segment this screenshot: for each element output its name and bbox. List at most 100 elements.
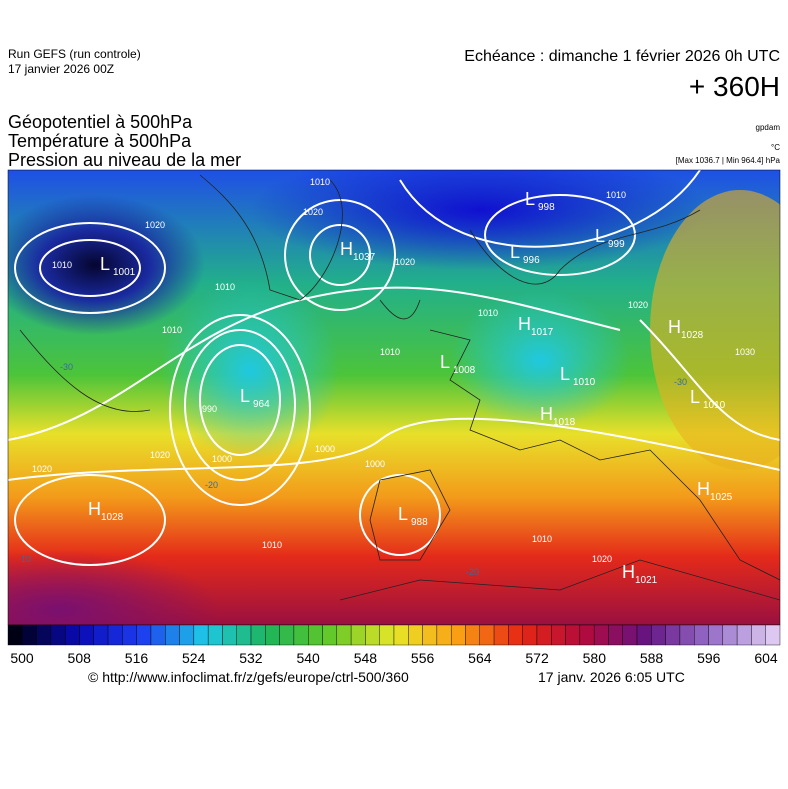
center-value: 1025 [710,492,733,503]
isobar-label: 1020 [145,220,165,230]
colorbar-cell [79,624,94,646]
colorbar-cell [593,624,609,646]
center-value: 1021 [635,575,658,586]
colorbar-cell [622,624,638,646]
colorbar-label: 540 [296,650,320,666]
pressure-center: L 1001 [100,254,136,278]
temperature-label: -10 [18,554,31,564]
colorbar-cell [422,624,438,646]
colorbar-cell [665,624,681,646]
run-date: 17 janvier 2026 00Z [8,62,114,76]
pressure-center: H 1028 [668,317,704,341]
colorbar-label: 532 [239,650,263,666]
colorbar-cell [179,624,195,646]
colorbar-cell [694,624,709,646]
lead-time: + 360H [689,71,780,102]
colorbar-cell [193,624,209,646]
unit: gpdam [756,123,781,132]
unit: °C [771,143,780,152]
colorbar-cell [222,624,237,646]
colorbar-cell [36,624,52,646]
temperature-label: -30 [674,377,687,387]
center-value: 1008 [453,365,476,376]
colorbar-label: 564 [468,650,492,666]
extremes: [Max 1036.7 | Min 964.4] hPa [676,156,781,165]
colorbar-cell [207,624,223,646]
colorbar-cell [465,624,480,646]
center-kind: H [622,562,635,582]
pressure-center: L 1010 [560,364,596,388]
colorbar-cell [579,624,595,646]
colorbar-cell [408,624,423,646]
field-name: Pression au niveau de la mer [8,150,241,170]
generated: 17 janv. 2026 6:05 UTC [538,669,685,685]
colorbar-label: 500 [10,650,34,666]
colorbar-cell [279,624,295,646]
center-value: 999 [608,239,625,250]
isobar-label: 1020 [592,554,612,564]
center-kind: L [440,352,450,372]
colorbar-cell [50,624,66,646]
colorbar-label: 580 [583,650,607,666]
center-kind: L [240,386,250,406]
colorbar-cell [393,624,409,646]
center-kind: H [540,404,553,424]
isobar-label: 1000 [212,454,232,464]
colorbar-label: 588 [640,650,664,666]
colorbar-cell [308,624,323,646]
colorbar-cell [751,624,766,646]
center-kind: H [697,479,710,499]
isobar-label: 990 [202,404,217,414]
colorbar-cell [722,624,738,646]
colorbar-cell [365,624,380,646]
coastlines [19,174,780,601]
isobar-label: 1010 [162,325,182,335]
colorbar-cell [64,624,80,646]
isobar-label: 1010 [532,534,552,544]
pressure-center: L 999 [595,226,625,250]
center-value: 1001 [113,267,136,278]
colorbar-cell [250,624,266,646]
valid-time: Echéance : dimanche 1 février 2026 0h UT… [464,48,780,65]
center-value: 1010 [703,400,726,411]
run-label: Run GEFS (run controle) [8,47,141,61]
colorbar-cell [350,624,366,646]
pressure-center: H 1025 [697,479,733,503]
pressure-center: H 1017 [518,314,554,338]
isobar-label: 1010 [606,190,626,200]
colorbar-label: 604 [754,650,778,666]
temperature-label: -20 [466,567,479,577]
center-value: 964 [253,399,270,410]
center-value: 1018 [553,417,576,428]
center-value: 1028 [681,330,704,341]
temperature-label: -20 [205,480,218,490]
isobar-label: 1010 [380,347,400,357]
colorbar-cell [479,624,495,646]
center-value: 996 [523,255,540,266]
colorbar-cell [322,624,338,646]
isobar-label: 1020 [150,450,170,460]
isobar-label: 1020 [395,257,415,267]
pressure-center: L 996 [510,242,540,266]
colorbar-cell [565,624,581,646]
colorbar-cell [436,624,452,646]
isobar-label: 1000 [315,444,335,454]
colorbar-cell [736,624,752,646]
pressure-center: L 1008 [440,352,476,376]
colorbar-cell [608,624,623,646]
center-kind: H [668,317,681,337]
center-value: 1010 [573,377,596,388]
pressure-center: L 964 [240,386,270,410]
pressure-center: H 1021 [622,562,658,586]
colorbar-cell [150,624,166,646]
colorbar-label: 508 [68,650,92,666]
isobar-label: 1000 [365,459,385,469]
colorbar-label: 524 [182,650,206,666]
pressure-center: L 1010 [690,387,726,411]
center-kind: L [510,242,520,262]
colorbar-cell [765,624,781,646]
center-value: 1017 [531,327,554,338]
isobar-label: 1010 [215,282,235,292]
